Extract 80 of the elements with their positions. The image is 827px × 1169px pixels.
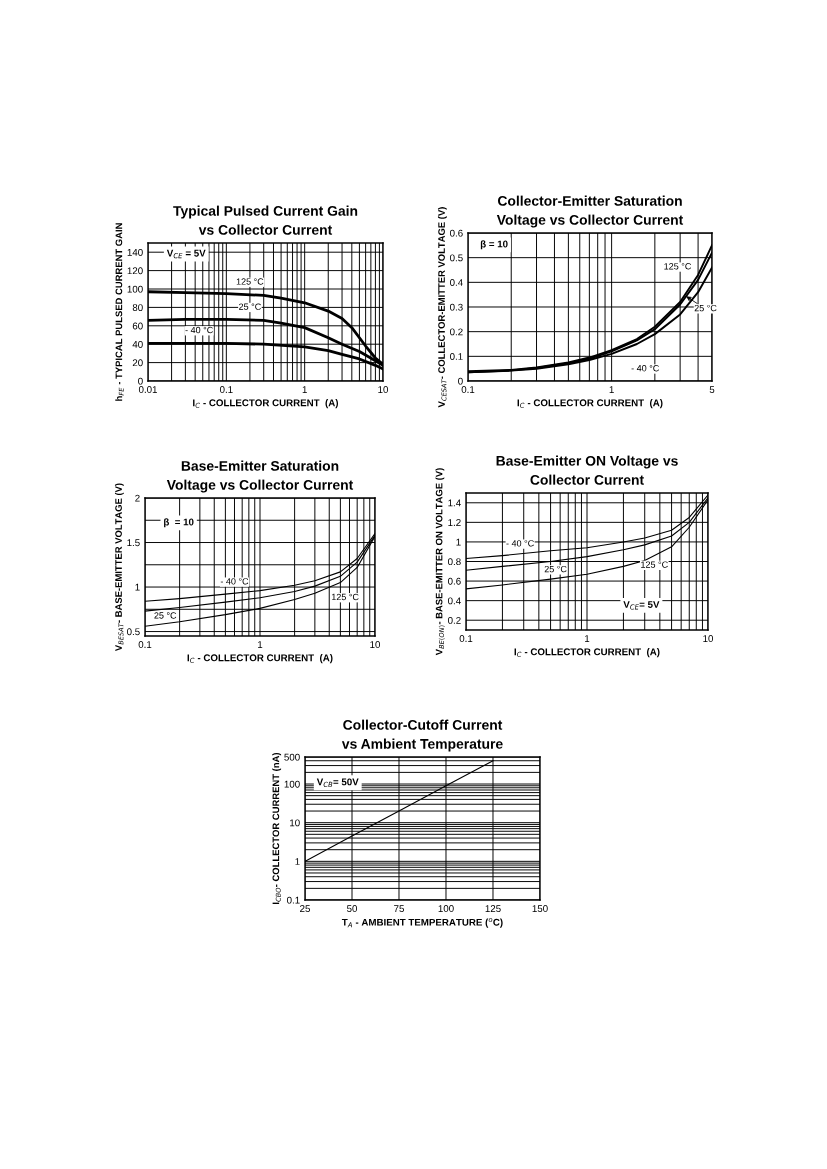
y-tick-label: 0.6: [448, 577, 461, 585]
x-axis-title: T$_{A}$ - AMBIENT TEMPERATURE ($^{o}$C): [341, 918, 503, 928]
y-tick-label: 0.4: [448, 597, 461, 605]
annotation: V$_{CB}$= 50V: [316, 778, 359, 787]
y-axis-title: h$_{FE}$ - TYPICAL PULSED CURRENT GAIN: [115, 223, 124, 401]
y-axis-title: V$_{CESAT}$- COLLECTOR-EMITTER VOLTAGE (V): [437, 207, 447, 408]
series-label: - 40 °C: [631, 365, 659, 372]
y-tick-label: 0: [138, 377, 143, 385]
x-axis-title: I$_{C}$ - COLLECTOR CURRENT (A): [514, 648, 660, 658]
x-tick-label: 25: [300, 905, 310, 912]
annotation: β = 10: [164, 518, 194, 528]
x-tick-label: 1: [258, 641, 263, 648]
x-tick-label: 0.1: [219, 386, 233, 393]
x-tick-label: 1: [609, 386, 614, 393]
series-label: 125 °C: [331, 593, 359, 601]
y-tick-label: 0.1: [450, 353, 463, 360]
chart-title: Collector-Emitter Saturation Voltage vs Collector Current: [496, 195, 684, 228]
y-tick-label: 0.1: [287, 896, 300, 904]
x-tick-label: 150: [532, 905, 548, 912]
x-axis-title: I$_{C}$ - COLLECTOR CURRENT (A): [187, 654, 333, 664]
y-tick-label: 0.5: [450, 254, 463, 262]
y-tick-label: 0.8: [448, 558, 461, 566]
y-tick-label: 100: [284, 780, 300, 788]
chart-title: Collector-Cutoff Current vs Ambient Temperature: [341, 719, 503, 752]
y-axis-title: I$_{CBO}$- COLLECTOR CURRENT (nA): [272, 752, 282, 904]
y-tick-label: 0.3: [450, 303, 463, 311]
y-tick-label: 1.5: [127, 539, 140, 547]
x-tick-label: 50: [346, 905, 358, 912]
y-tick-label: 0.4: [450, 279, 463, 286]
y-tick-label: 1: [295, 858, 300, 865]
y-tick-label: 0: [458, 377, 463, 385]
y-tick-label: 0.2: [448, 616, 461, 624]
series-label: - 40 °C: [506, 540, 534, 547]
chart-title: Typical Pulsed Current Gain vs Collector Current: [173, 205, 358, 235]
x-tick-label: 0.01: [138, 386, 157, 393]
y-tick-label: 100: [127, 285, 143, 293]
y-tick-label: 80: [132, 304, 143, 312]
y-tick-label: 500: [284, 753, 300, 761]
x-tick-label: 0.1: [461, 386, 475, 393]
x-axis-title: I$_{C}$ - COLLECTOR CURRENT (A): [517, 399, 663, 409]
y-tick-label: 1: [135, 583, 140, 591]
y-axis-title: V$_{BESAT}$- BASE-EMITTER VOLTAGE (V): [114, 483, 124, 652]
series-label: 25 °C: [544, 565, 567, 573]
legend-label: 25 °C: [694, 304, 717, 312]
y-tick-label: 1.2: [448, 519, 461, 526]
y-tick-label: 2: [135, 494, 140, 502]
y-tick-label: 20: [132, 359, 143, 367]
series-label: - 40 °C: [220, 578, 249, 585]
x-tick-label: 1: [585, 635, 590, 642]
x-tick-label: 1: [302, 386, 307, 393]
y-tick-label: 1: [456, 538, 461, 546]
series-label: 25 °C: [239, 303, 261, 310]
x-axis-title: I$_{C}$ - COLLECTOR CURRENT (A): [193, 399, 339, 409]
y-tick-label: 0.6: [450, 229, 463, 237]
x-tick-label: 100: [438, 905, 454, 912]
y-tick-label: 10: [290, 819, 300, 827]
y-tick-label: 40: [132, 340, 143, 348]
annotation: V$_{CE}$ = 5V: [166, 249, 206, 259]
annotation: β = 10: [480, 240, 508, 250]
series-label: - 40 °C: [185, 326, 213, 334]
series-label: 125 °C: [236, 278, 264, 285]
y-tick-label: 140: [127, 248, 143, 256]
y-tick-label: 120: [127, 267, 143, 275]
x-tick-label: 125: [485, 905, 501, 912]
x-tick-label: 10: [370, 641, 381, 648]
annotation: V$_{CE}$= 5V: [623, 601, 660, 610]
y-axis-title: V$_{BE(ON)}$- BASE-EMITTER ON VOLTAGE (V): [435, 468, 445, 656]
chart-title: Base-Emitter Saturation Voltage vs Collector Current: [166, 460, 354, 493]
x-tick-label: 75: [394, 905, 404, 912]
series-label: 125 °C: [641, 561, 668, 568]
y-tick-label: 1.4: [448, 499, 461, 507]
x-tick-label: 10: [703, 635, 714, 642]
chart-title: Base-Emitter ON Voltage vs Collector Current: [496, 455, 678, 485]
x-tick-label: 10: [378, 386, 389, 393]
series-label: 125 °C: [664, 263, 692, 270]
y-tick-label: 0.2: [450, 328, 463, 336]
x-tick-label: 5: [709, 386, 715, 393]
series-label: 25 °C: [154, 612, 177, 619]
y-tick-label: 60: [132, 322, 143, 330]
y-tick-label: 0.5: [127, 628, 140, 636]
